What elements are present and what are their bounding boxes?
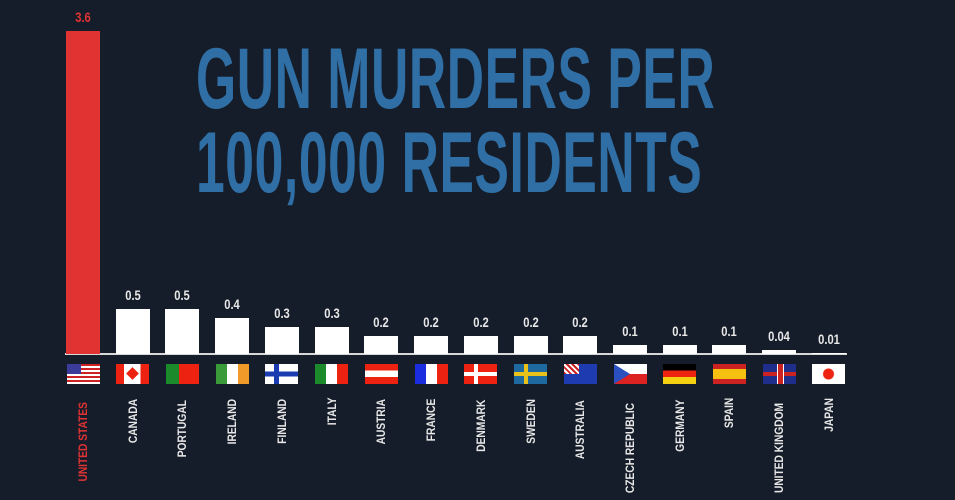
value-label: 0.2 xyxy=(522,314,539,331)
bar-es xyxy=(712,345,747,354)
bar-gb xyxy=(762,350,797,354)
category-label: AUSTRIA xyxy=(374,399,389,445)
value-label: 0.04 xyxy=(768,328,791,345)
value-label: 3.6 xyxy=(75,9,91,25)
category-label: SPAIN xyxy=(722,397,737,429)
bar-fi xyxy=(264,327,299,354)
flag-es-icon xyxy=(712,364,746,384)
value-label: 0.2 xyxy=(373,314,390,331)
value-label: 0.4 xyxy=(224,296,240,313)
category-label: AUSTRALIA xyxy=(573,400,588,460)
value-label: 0.3 xyxy=(274,305,290,322)
category-label: JAPAN xyxy=(821,397,836,432)
value-label: 0.2 xyxy=(423,314,439,331)
category-label: SWEDEN xyxy=(523,398,538,444)
category-label: GERMANY xyxy=(672,399,687,452)
category-label: CZECH REPUBLIC xyxy=(623,402,638,494)
bar-au xyxy=(563,336,598,354)
flag-ie-icon xyxy=(215,364,249,384)
value-label: 0.2 xyxy=(572,314,589,331)
bar-ie xyxy=(215,318,250,354)
flag-ca-icon xyxy=(116,364,150,384)
value-label: 0.5 xyxy=(174,287,191,304)
flag-de-icon xyxy=(663,364,697,384)
flag-cz-icon xyxy=(613,364,647,384)
bar-it xyxy=(314,327,349,354)
flag-fr-icon xyxy=(414,364,448,384)
category-label: UNITED STATES xyxy=(76,402,90,482)
flag-jp-icon xyxy=(812,364,846,384)
flag-fi-icon xyxy=(265,364,299,384)
bar-de xyxy=(662,345,697,354)
chart-title-line-1: GUN MURDERS PER xyxy=(196,31,716,127)
category-label: UNITED KINGDOM xyxy=(772,402,787,494)
bar-pt xyxy=(165,309,200,354)
value-label: 0.2 xyxy=(473,314,489,331)
category-label: FINLAND xyxy=(274,398,289,444)
flag-dk-icon xyxy=(464,364,498,384)
bar-ca xyxy=(115,309,150,354)
bar-at xyxy=(364,336,399,354)
chart-title-line-2: 100,000 RESIDENTS xyxy=(196,115,703,211)
value-label: 0.1 xyxy=(721,323,738,340)
value-label: 0.5 xyxy=(124,287,141,304)
bar-us xyxy=(66,31,100,354)
bar-jp xyxy=(811,353,846,354)
bar-cz xyxy=(613,345,648,354)
category-label: PORTUGAL xyxy=(175,400,190,458)
category-label: ITALY xyxy=(324,397,339,426)
bar-se xyxy=(513,336,548,354)
bar-fr xyxy=(414,336,449,354)
flag-at-icon xyxy=(364,364,398,384)
flag-it-icon xyxy=(315,364,349,384)
category-label: IRELAND xyxy=(225,399,240,445)
category-label: FRANCE xyxy=(424,398,439,442)
x-axis-baseline xyxy=(65,353,847,355)
flag-pt-icon xyxy=(165,364,199,384)
flag-us-icon xyxy=(66,364,100,384)
value-label: 0.1 xyxy=(622,323,638,340)
bar-dk xyxy=(463,336,498,354)
value-label: 0.1 xyxy=(671,323,688,340)
flag-gb-icon xyxy=(762,364,796,384)
category-label: CANADA xyxy=(125,398,140,444)
value-label: 0.01 xyxy=(818,331,840,347)
flag-se-icon xyxy=(514,364,548,384)
flag-au-icon xyxy=(563,364,597,384)
value-label: 0.3 xyxy=(323,305,340,322)
category-label: DENMARK xyxy=(473,399,488,452)
